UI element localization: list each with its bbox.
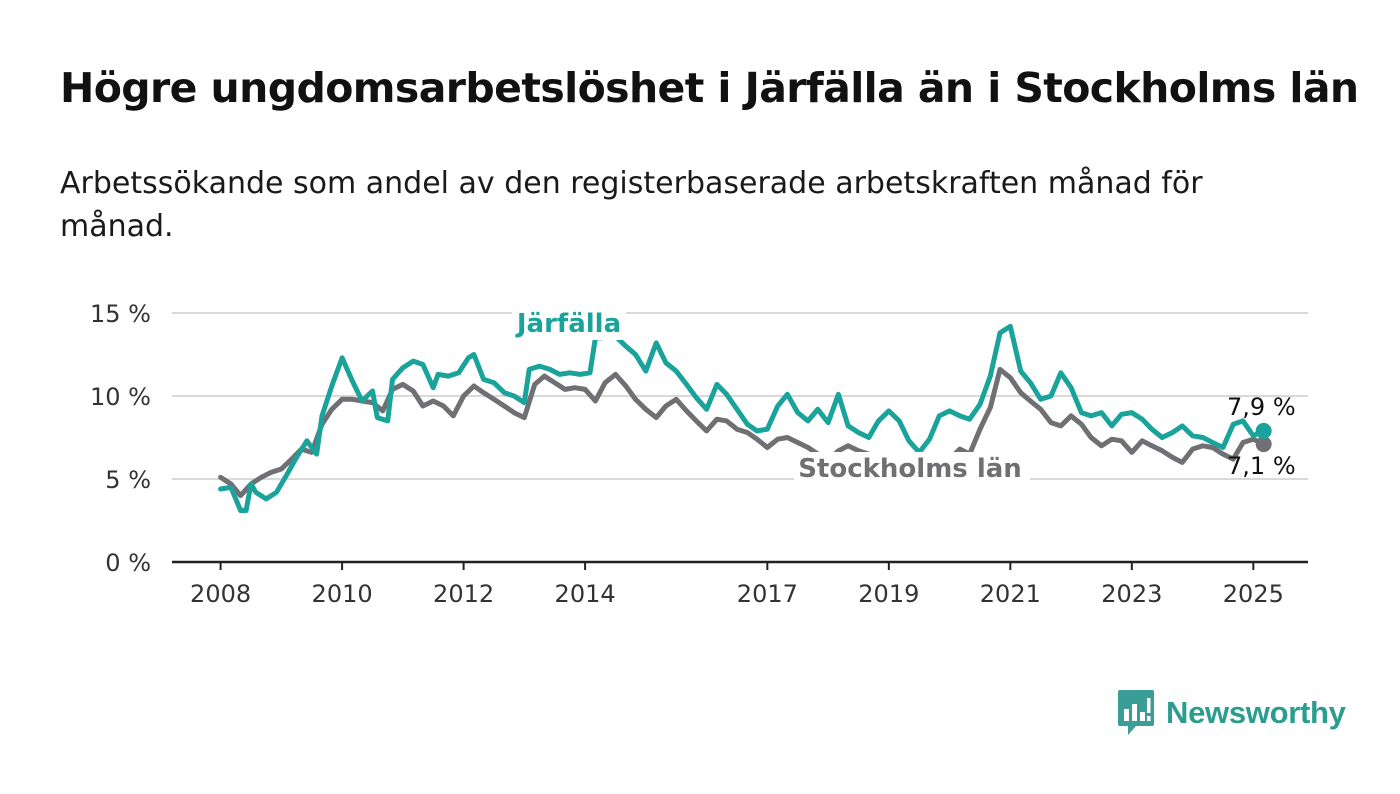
series-labels: Järfälla Stockholms län: [512, 306, 1030, 484]
x-tick-label: 2017: [737, 580, 798, 608]
y-tick-label: 5 %: [105, 466, 151, 494]
bar-chart-speech-icon: [1118, 690, 1154, 735]
series-label-stockholm: Stockholms län: [798, 454, 1022, 484]
end-label-stockholm: 7,1 %: [1227, 452, 1296, 480]
y-tick-label: 0 %: [105, 549, 151, 577]
end-labels: 7,9 % 7,1 %: [1227, 393, 1296, 480]
end-label-jarfalla: 7,9 %: [1227, 393, 1296, 421]
gridlines: [172, 312, 1308, 480]
x-tick-label: 2010: [312, 580, 373, 608]
x-tick-label: 2019: [858, 580, 919, 608]
y-tick-label: 10 %: [90, 383, 151, 411]
x-tick-label: 2025: [1223, 580, 1284, 608]
end-point-jarfalla: [1255, 422, 1272, 439]
x-tick-label: 2014: [555, 580, 616, 608]
y-tick-label: 15 %: [90, 300, 151, 328]
newsworthy-logo: Newsworthy: [1118, 690, 1346, 736]
x-tick-label: 2008: [190, 580, 251, 608]
x-axis: 2008 2010 2012 2014 2017 2019 2021 2023 2025: [172, 560, 1308, 608]
chart-subtitle: Arbetssökande som andel av den registerb…: [60, 166, 1203, 244]
series-lines: [218, 323, 1272, 513]
series-label-jarfalla: Järfälla: [515, 309, 621, 339]
x-tick-label: 2012: [433, 580, 494, 608]
y-axis: 0 % 5 % 10 % 15 %: [90, 300, 151, 577]
jarfalla-label-bg: [512, 306, 626, 340]
stockholm-label-bg: [794, 452, 1030, 484]
brand-name: Newsworthy: [1166, 695, 1346, 730]
x-tick-label: 2023: [1101, 580, 1162, 608]
end-point-stockholm: [1255, 436, 1272, 453]
chart-title: Högre ungdomsarbetslöshet i Järfälla än …: [60, 64, 1359, 112]
series-line-stockholm: [218, 366, 1267, 499]
series-line-jarfalla: [218, 323, 1267, 513]
x-tick-label: 2021: [980, 580, 1041, 608]
